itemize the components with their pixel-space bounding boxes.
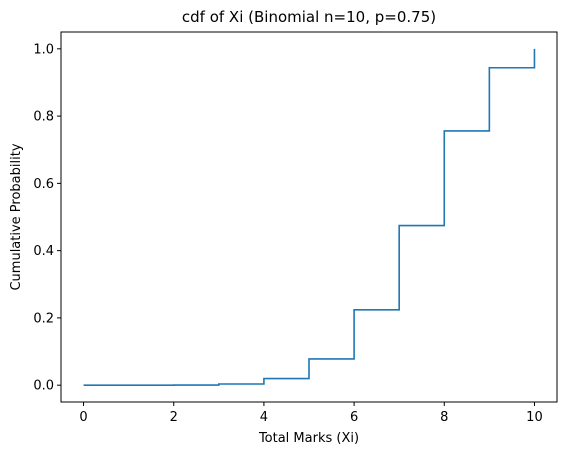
series-layer [83, 48, 536, 386]
y-tick-label: 0.0 [33, 379, 54, 394]
chart-title: cdf of Xi (Binomial n=10, p=0.75) [182, 8, 436, 26]
x-tick-label: 6 [350, 410, 358, 425]
y-axis-label: Cumulative Probability [9, 143, 24, 290]
x-tick-label: 8 [440, 410, 448, 425]
y-tick-label: 1.0 [33, 42, 54, 57]
x-tick-label: 10 [526, 410, 543, 425]
plot-frame [60, 31, 558, 403]
y-axis: 0.0 0.2 0.4 0.6 0.8 1.0 [33, 42, 61, 394]
x-tick-label: 0 [79, 410, 87, 425]
x-tick-label: 4 [260, 410, 268, 425]
cdf-step-line [83, 48, 536, 386]
y-tick-label: 0.2 [33, 311, 54, 326]
y-tick-label: 0.8 [33, 110, 54, 125]
x-tick-label: 2 [170, 410, 178, 425]
x-axis: 0 2 4 6 8 10 [79, 402, 543, 425]
plot-area [61, 32, 557, 402]
y-tick-label: 0.4 [33, 244, 54, 259]
x-axis-label: Total Marks (Xi) [258, 431, 359, 446]
y-tick-label: 0.6 [33, 177, 54, 192]
